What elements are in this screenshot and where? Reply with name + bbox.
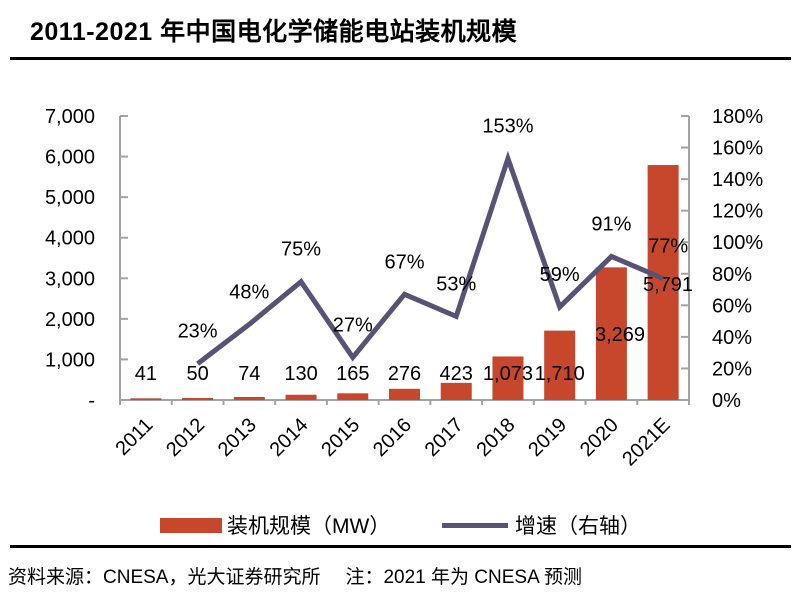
growth-line (196, 150, 665, 366)
chart-title: 2011-2021 年中国电化学储能电站装机规模 (30, 18, 518, 46)
right-axis-tick-label: 60% (712, 295, 752, 317)
bar-label-2020: 3,269 (595, 324, 645, 346)
line-series-swatch (442, 522, 508, 528)
title-divider (10, 57, 791, 60)
x-axis-label-2014: 2014 (266, 414, 313, 461)
growth-label-2017: 53% (436, 273, 476, 295)
source-note: 资料来源：CNESA，光大证券研究所 注：2021 年为 CNESA 预测 (8, 562, 582, 589)
bar-label-2014: 130 (284, 363, 317, 385)
note-text: 注：2021 年为 CNESA 预测 (345, 567, 582, 588)
left-axis-tick-label: 4,000 (45, 228, 95, 250)
chart-legend: 装机规模（MW） 增速（右轴） (0, 510, 801, 542)
growth-label-2016: 67% (384, 251, 424, 273)
right-axis-tick-label: 160% (712, 138, 763, 160)
left-axis-tick-label: 5,000 (45, 187, 95, 209)
bar-series-swatch (160, 517, 222, 533)
bar-2019 (544, 330, 576, 400)
source-text: 资料来源：CNESA，光大证券研究所 (8, 567, 321, 588)
left-axis-tick-label: 2,000 (45, 309, 95, 331)
bar-label-2012: 50 (186, 363, 208, 385)
growth-label-2018: 153% (482, 116, 533, 138)
x-axis-label-2012: 2012 (162, 414, 209, 461)
bar-label-2018: 1,073 (483, 363, 533, 385)
x-axis-label-2019: 2019 (524, 414, 571, 461)
x-axis-label-2011: 2011 (111, 414, 157, 460)
x-axis-label-2015: 2015 (317, 414, 364, 461)
left-axis-tick-label: 7,000 (45, 106, 95, 128)
x-axis-label-2021E: 2021E (618, 414, 674, 470)
bar-label-2016: 276 (388, 363, 421, 385)
right-axis-tick-label: 120% (712, 201, 763, 223)
bar-label-2013: 74 (238, 363, 260, 385)
left-axis-tick-label: 6,000 (45, 147, 95, 169)
bar-2015 (337, 393, 369, 400)
x-axis-label-2018: 2018 (472, 414, 519, 461)
left-axis-tick-label: 1,000 (45, 349, 95, 371)
legend-line-label: 增速（右轴） (515, 515, 641, 538)
footer-divider (10, 545, 791, 548)
right-axis-tick-label: 80% (712, 264, 752, 286)
bar-2017 (440, 382, 472, 400)
legend-item-installed-capacity: 装机规模（MW） (160, 510, 390, 540)
chart-canvas: - 1,000 2,000 3,000 4,000 5,000 6,000 7,000 0% 20… (45, 106, 763, 470)
growth-label-2021E: 77% (648, 236, 688, 258)
growth-label-2013: 48% (229, 281, 269, 303)
right-axis-tick-label: 0% (712, 390, 741, 412)
bar-2020 (595, 267, 627, 400)
growth-label-2020: 91% (591, 213, 631, 235)
bar-2011 (130, 398, 162, 400)
right-axis-tick-label: 140% (712, 169, 763, 191)
x-axis-label-2020: 2020 (576, 414, 623, 461)
bar-2021E (647, 165, 679, 400)
bar-2013 (233, 396, 265, 400)
bar-2016 (389, 388, 420, 400)
x-axis-label-2017: 2017 (421, 414, 468, 461)
right-axis-tick-label: 20% (712, 358, 752, 380)
right-axis-tick-label: 180% (712, 106, 763, 128)
legend-bar-label: 装机规模（MW） (227, 515, 391, 538)
bar-label-2015: 165 (336, 363, 369, 385)
bar-label-2019: 1,710 (535, 363, 585, 385)
bar-label-2021E: 5,791 (643, 274, 693, 296)
bar-2012 (182, 397, 214, 400)
growth-label-2015: 27% (333, 314, 373, 336)
bar-2018 (492, 356, 524, 400)
legend-item-growth-rate: 增速（右轴） (442, 510, 641, 540)
right-axis-tick-label: 40% (712, 327, 752, 349)
bar-label-2017: 423 (440, 363, 473, 385)
left-axis-tick-label: 3,000 (45, 268, 95, 290)
growth-label-2014: 75% (281, 239, 321, 261)
left-axis-tick-label: - (88, 390, 95, 412)
x-axis-label-2013: 2013 (214, 414, 261, 461)
growth-label-2012: 23% (178, 321, 218, 343)
right-axis-tick-label: 100% (712, 232, 763, 254)
bar-2014 (285, 394, 317, 400)
x-axis-label-2016: 2016 (369, 414, 416, 461)
bar-label-2011: 41 (135, 363, 157, 385)
growth-label-2019: 59% (540, 264, 580, 286)
